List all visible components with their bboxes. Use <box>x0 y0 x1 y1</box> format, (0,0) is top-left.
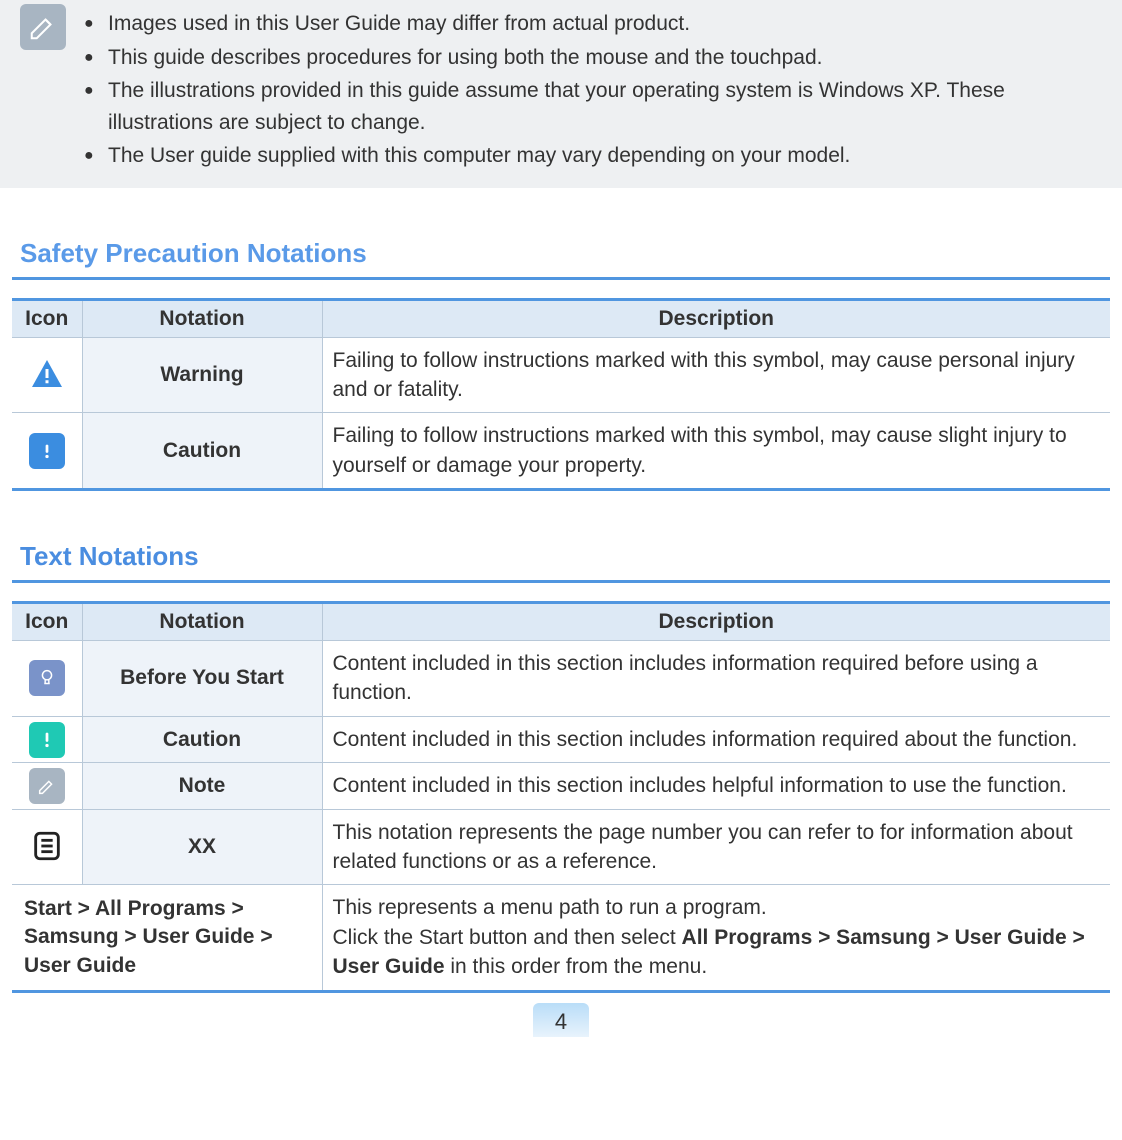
table-row: Caution Content included in this section… <box>12 716 1110 762</box>
table-row: Warning Failing to follow instructions m… <box>12 337 1110 413</box>
description-cell: This notation represents the page number… <box>322 809 1110 885</box>
warning-triangle-icon <box>29 357 65 393</box>
icon-cell <box>12 809 82 885</box>
menu-path-cell: Start > All Programs > Samsung > User Gu… <box>12 885 322 991</box>
icon-cell <box>12 716 82 762</box>
description-cell: This represents a menu path to run a pro… <box>322 885 1110 991</box>
th-description: Description <box>322 603 1110 641</box>
table-row: Start > All Programs > Samsung > User Gu… <box>12 885 1110 991</box>
heading-safety: Safety Precaution Notations <box>0 188 1122 277</box>
icon-cell <box>12 763 82 809</box>
description-cell: Failing to follow instructions marked wi… <box>322 413 1110 490</box>
page-ref-icon <box>29 829 65 865</box>
page-number: 4 <box>533 1003 589 1037</box>
notation-cell: Caution <box>82 413 322 490</box>
th-description: Description <box>322 299 1110 337</box>
table-row: XX This notation represents the page num… <box>12 809 1110 885</box>
desc-line2-pre: Click the Start button and then select <box>333 926 682 949</box>
rule <box>12 580 1110 583</box>
table-row: Before You Start Content included in thi… <box>12 641 1110 717</box>
icon-cell <box>12 413 82 490</box>
th-notation: Notation <box>82 299 322 337</box>
bulb-icon <box>29 660 65 696</box>
description-cell: Content included in this section include… <box>322 763 1110 809</box>
note-item: Images used in this User Guide may diffe… <box>84 8 1102 40</box>
notation-cell: Before You Start <box>82 641 322 717</box>
note-item: The User guide supplied with this comput… <box>84 140 1102 172</box>
th-notation: Notation <box>82 603 322 641</box>
description-cell: Content included in this section include… <box>322 641 1110 717</box>
table-row: Note Content included in this section in… <box>12 763 1110 809</box>
rule <box>12 277 1110 280</box>
description-cell: Failing to follow instructions marked wi… <box>322 337 1110 413</box>
note-pencil-icon <box>20 4 66 50</box>
desc-line2-post: in this order from the menu. <box>445 955 708 978</box>
note-item: The illustrations provided in this guide… <box>84 75 1102 138</box>
notation-cell: Caution <box>82 716 322 762</box>
desc-line1: This represents a menu path to run a pro… <box>333 896 767 919</box>
note-box: Images used in this User Guide may diffe… <box>0 0 1122 188</box>
note-list: Images used in this User Guide may diffe… <box>84 8 1102 174</box>
caution-teal-icon <box>29 722 65 758</box>
safety-table: Icon Notation Description Warning Failin… <box>12 298 1110 492</box>
icon-cell <box>12 337 82 413</box>
notation-cell: XX <box>82 809 322 885</box>
note-item: This guide describes procedures for usin… <box>84 42 1102 74</box>
th-icon: Icon <box>12 603 82 641</box>
table-row: Caution Failing to follow instructions m… <box>12 413 1110 490</box>
description-cell: Content included in this section include… <box>322 716 1110 762</box>
th-icon: Icon <box>12 299 82 337</box>
icon-cell <box>12 641 82 717</box>
caution-circle-icon <box>29 433 65 469</box>
page-footer: 4 <box>0 1003 1122 1037</box>
notation-cell: Note <box>82 763 322 809</box>
heading-text-notations: Text Notations <box>0 491 1122 580</box>
text-notations-table: Icon Notation Description Before You Sta… <box>12 601 1110 993</box>
note-pencil-icon <box>29 768 65 804</box>
notation-cell: Warning <box>82 337 322 413</box>
